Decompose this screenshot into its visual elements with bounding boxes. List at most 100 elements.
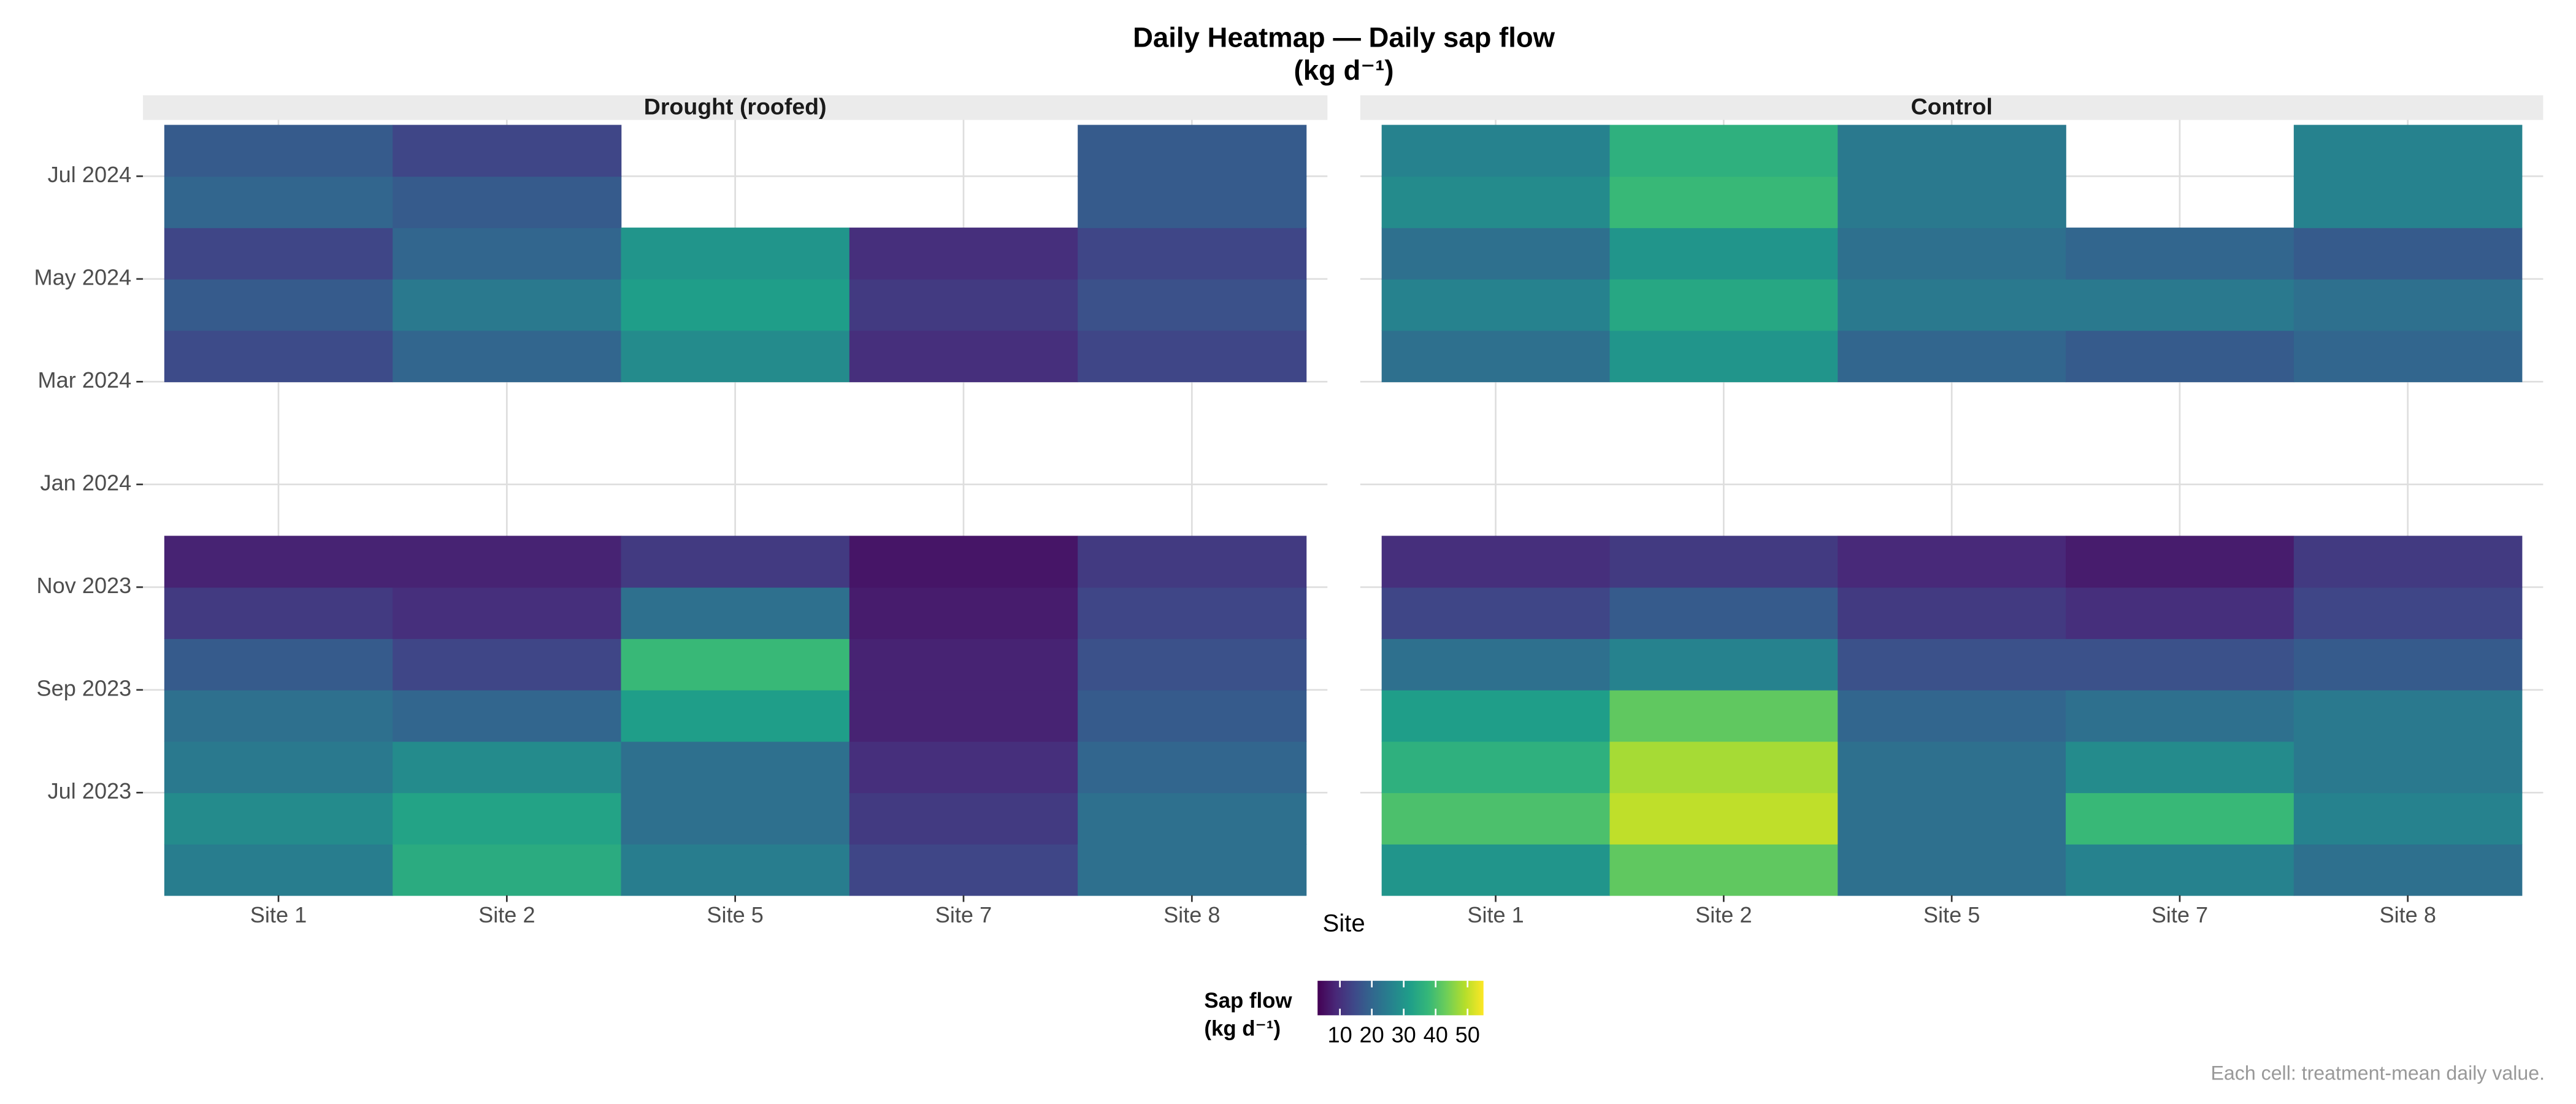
heat-cell (621, 228, 850, 280)
heat-cell (164, 228, 393, 280)
heat-cell (2293, 176, 2523, 228)
heat-cell (2293, 125, 2523, 177)
heat-cell (1838, 638, 2066, 691)
heat-cell (1838, 176, 2066, 228)
heat-cell (1838, 330, 2066, 383)
heat-cell (164, 176, 393, 228)
heat-cell (1078, 689, 1307, 742)
heat-cell (164, 741, 393, 794)
heat-cell (164, 689, 393, 742)
heat-cell (1381, 638, 1611, 691)
heat-cell (1609, 844, 1839, 896)
heat-cell (1381, 741, 1611, 794)
heat-cell (2293, 741, 2523, 794)
heat-cell (2293, 535, 2523, 588)
heat-cell (393, 278, 622, 331)
y-tick-label: Jul 2024 (48, 162, 132, 187)
heat-cell (2066, 689, 2294, 742)
heat-cell (1838, 587, 2066, 639)
heat-cell (1381, 792, 1611, 845)
heat-cell (1381, 535, 1611, 588)
heat-cell (2066, 535, 2294, 588)
heat-cell (1078, 844, 1307, 896)
heat-cell (1609, 125, 1839, 177)
heat-cell (1838, 741, 2066, 794)
heat-cell (1838, 535, 2066, 588)
heat-cell (2293, 278, 2523, 331)
heat-cell (393, 535, 622, 588)
y-tick-label: Sep 2023 (36, 675, 131, 700)
heat-cell (1838, 125, 2066, 177)
heat-cell (1381, 278, 1611, 331)
heat-cell (849, 689, 1078, 742)
legend-title: Sap flow (1204, 989, 1292, 1013)
heat-cell (1838, 689, 2066, 742)
x-tick-label: Site 1 (250, 902, 307, 927)
heat-cell (1078, 228, 1307, 280)
y-tick-label: Nov 2023 (37, 573, 132, 598)
colorbar-tick-label: 10 (1328, 1022, 1352, 1048)
heat-cell (1838, 278, 2066, 331)
heat-cell (621, 844, 850, 896)
colorbar-tick-label: 50 (1455, 1022, 1480, 1048)
heat-cell (621, 535, 850, 588)
heat-cell (1609, 638, 1839, 691)
heat-cell (1078, 535, 1307, 588)
heat-cell (1609, 228, 1839, 280)
heat-cell (1609, 278, 1839, 331)
heat-cell (2066, 638, 2294, 691)
heat-cell (164, 844, 393, 896)
heat-cell (1381, 330, 1611, 383)
heat-cell (2293, 587, 2523, 639)
colorbar-tick-label: 40 (1424, 1022, 1448, 1048)
heat-cell (621, 792, 850, 845)
y-tick-label: May 2024 (34, 264, 131, 289)
heat-cell (393, 689, 622, 742)
y-tick-label: Mar 2024 (38, 367, 132, 393)
facet-strip (1360, 95, 2543, 120)
heat-cell (2066, 741, 2294, 794)
heat-cell (2066, 792, 2294, 845)
legend-title: (kg d⁻¹) (1204, 1017, 1281, 1041)
heat-cell (849, 638, 1078, 691)
x-tick-label: Site 1 (1467, 902, 1524, 927)
heat-cell (849, 587, 1078, 639)
heat-cell (849, 535, 1078, 588)
heat-cell (2293, 844, 2523, 896)
heat-cell (164, 535, 393, 588)
heat-cell (1078, 587, 1307, 639)
caption: Each cell: treatment-mean daily value. (2210, 1062, 2545, 1084)
heat-cell (164, 330, 393, 383)
y-tick-label: Jan 2024 (40, 470, 132, 495)
colorbar (1317, 981, 1484, 1016)
heat-cell (1078, 176, 1307, 228)
heat-cell (1078, 638, 1307, 691)
heat-cell (164, 792, 393, 845)
heat-cell (393, 587, 622, 639)
heat-cell (1381, 125, 1611, 177)
heat-cell (849, 330, 1078, 383)
heat-cell (2293, 638, 2523, 691)
heat-cell (393, 741, 622, 794)
heat-cell (1609, 689, 1839, 742)
heat-cell (849, 741, 1078, 794)
heat-cell (621, 330, 850, 383)
heat-cell (2293, 330, 2523, 383)
heat-cell (1609, 741, 1839, 794)
x-tick-label: Site 5 (707, 902, 763, 927)
heat-cell (1838, 792, 2066, 845)
heat-cell (164, 278, 393, 331)
heat-cell (621, 689, 850, 742)
heat-cell (1078, 278, 1307, 331)
heat-cell (1381, 844, 1611, 896)
colorbar-tick-label: 20 (1360, 1022, 1384, 1048)
heat-cell (393, 330, 622, 383)
x-tick-label: Site 5 (1923, 902, 1980, 927)
heat-cell (1609, 792, 1839, 845)
heat-cell (849, 792, 1078, 845)
heat-cell (2066, 278, 2294, 331)
heat-cell (393, 176, 622, 228)
chart-title: Daily Heatmap — Daily sap flow (1133, 21, 1555, 53)
heat-cell (393, 125, 622, 177)
heat-cell (393, 638, 622, 691)
